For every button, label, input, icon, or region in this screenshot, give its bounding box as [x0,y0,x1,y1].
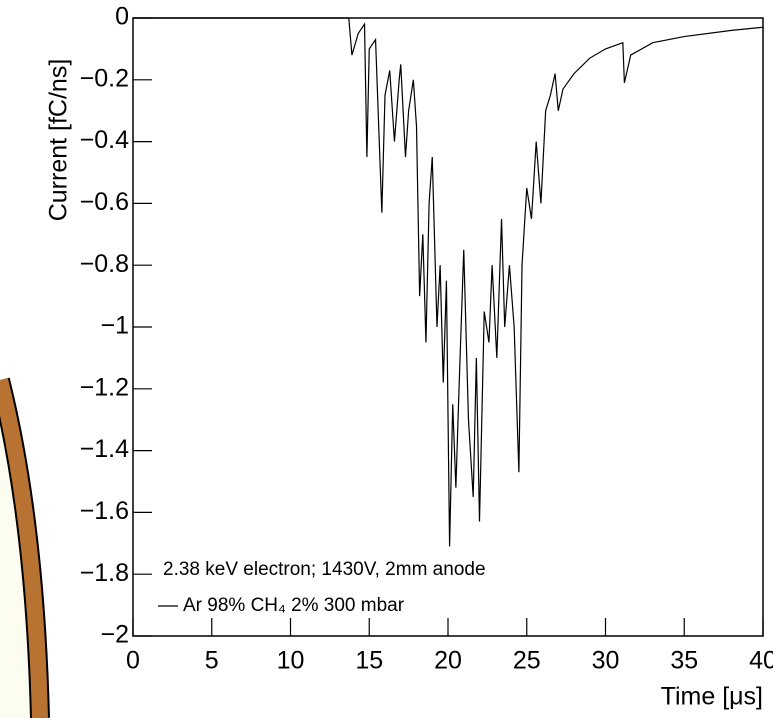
x-tick-label: 10 [277,647,305,675]
x-tick-label: 5 [205,647,219,675]
x-tick-label: 15 [355,647,383,675]
y-tick-label: 0 [115,3,129,31]
x-axis-title: Time [μs] [661,683,763,711]
arc [0,378,48,718]
x-tick-label: 30 [592,647,620,675]
x-tick-label: 35 [670,647,698,675]
y-tick-label: −1.2 [80,373,129,401]
y-tick-label: −0.6 [80,188,129,216]
y-tick-label: −1 [100,312,129,340]
x-tick-label: 20 [434,647,462,675]
y-tick-label: −1.6 [80,497,129,525]
x-tick-label: 40 [749,647,773,675]
y-axis-title: Current [fC/ns] [45,59,73,222]
y-tick-label: −0.8 [80,250,129,278]
x-tick-label: 25 [513,647,541,675]
legend-label: Ar 98% CH₄ 2% 300 mbar [183,595,405,616]
y-tick-label: −0.4 [80,126,129,154]
data-line [133,17,764,547]
y-tick-label: −1.8 [80,559,129,587]
annotation: 2.38 keV electron; 1430V, 2mm anode [163,559,486,580]
y-tick-label: −1.4 [80,435,129,463]
x-tick-label: 0 [126,647,140,675]
y-tick-label: −2 [100,621,129,649]
plot-frame [132,17,764,637]
y-tick-label: −0.2 [80,64,129,92]
